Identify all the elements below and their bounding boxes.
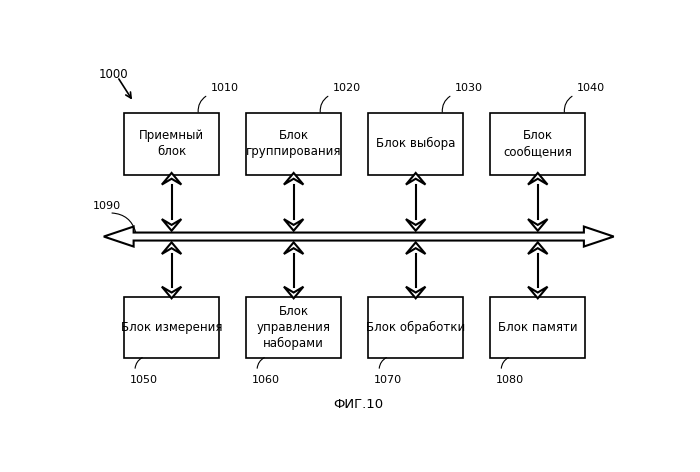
Polygon shape [162, 173, 181, 185]
Text: Блок измерения: Блок измерения [121, 321, 223, 334]
Text: 1060: 1060 [251, 375, 279, 385]
Polygon shape [104, 227, 614, 246]
Text: Блок памяти: Блок памяти [498, 321, 578, 334]
Text: 1080: 1080 [496, 375, 524, 385]
Text: Блок обработки: Блок обработки [366, 321, 466, 334]
Text: 1070: 1070 [374, 375, 402, 385]
Polygon shape [528, 219, 547, 231]
Text: Приемный
блок: Приемный блок [139, 129, 204, 159]
Text: 1050: 1050 [130, 375, 158, 385]
Polygon shape [528, 173, 547, 185]
FancyBboxPatch shape [246, 296, 341, 358]
Polygon shape [284, 287, 303, 298]
Text: 1090: 1090 [93, 201, 121, 211]
FancyBboxPatch shape [124, 296, 219, 358]
Polygon shape [284, 219, 303, 231]
Text: Блок выбора: Блок выбора [376, 137, 456, 151]
Polygon shape [406, 287, 426, 298]
FancyBboxPatch shape [124, 113, 219, 175]
FancyBboxPatch shape [368, 296, 463, 358]
FancyBboxPatch shape [368, 113, 463, 175]
Polygon shape [528, 242, 547, 254]
FancyBboxPatch shape [246, 113, 341, 175]
Text: Блок
сообщения: Блок сообщения [503, 129, 572, 159]
Text: Блок
группирования: Блок группирования [246, 129, 342, 159]
Polygon shape [162, 287, 181, 298]
Text: 1000: 1000 [98, 67, 128, 81]
FancyBboxPatch shape [490, 296, 585, 358]
FancyBboxPatch shape [490, 113, 585, 175]
Polygon shape [284, 173, 303, 185]
Polygon shape [528, 287, 547, 298]
Polygon shape [162, 219, 181, 231]
Polygon shape [162, 242, 181, 254]
Text: 1030: 1030 [455, 83, 483, 93]
Text: 1040: 1040 [577, 83, 606, 93]
Text: 1020: 1020 [333, 83, 361, 93]
Polygon shape [406, 219, 426, 231]
Polygon shape [406, 173, 426, 185]
Polygon shape [284, 242, 303, 254]
Text: 1010: 1010 [211, 83, 239, 93]
Text: Блок
управления
наборами: Блок управления наборами [257, 305, 330, 350]
Text: ФИГ.10: ФИГ.10 [334, 398, 384, 411]
Polygon shape [406, 242, 426, 254]
